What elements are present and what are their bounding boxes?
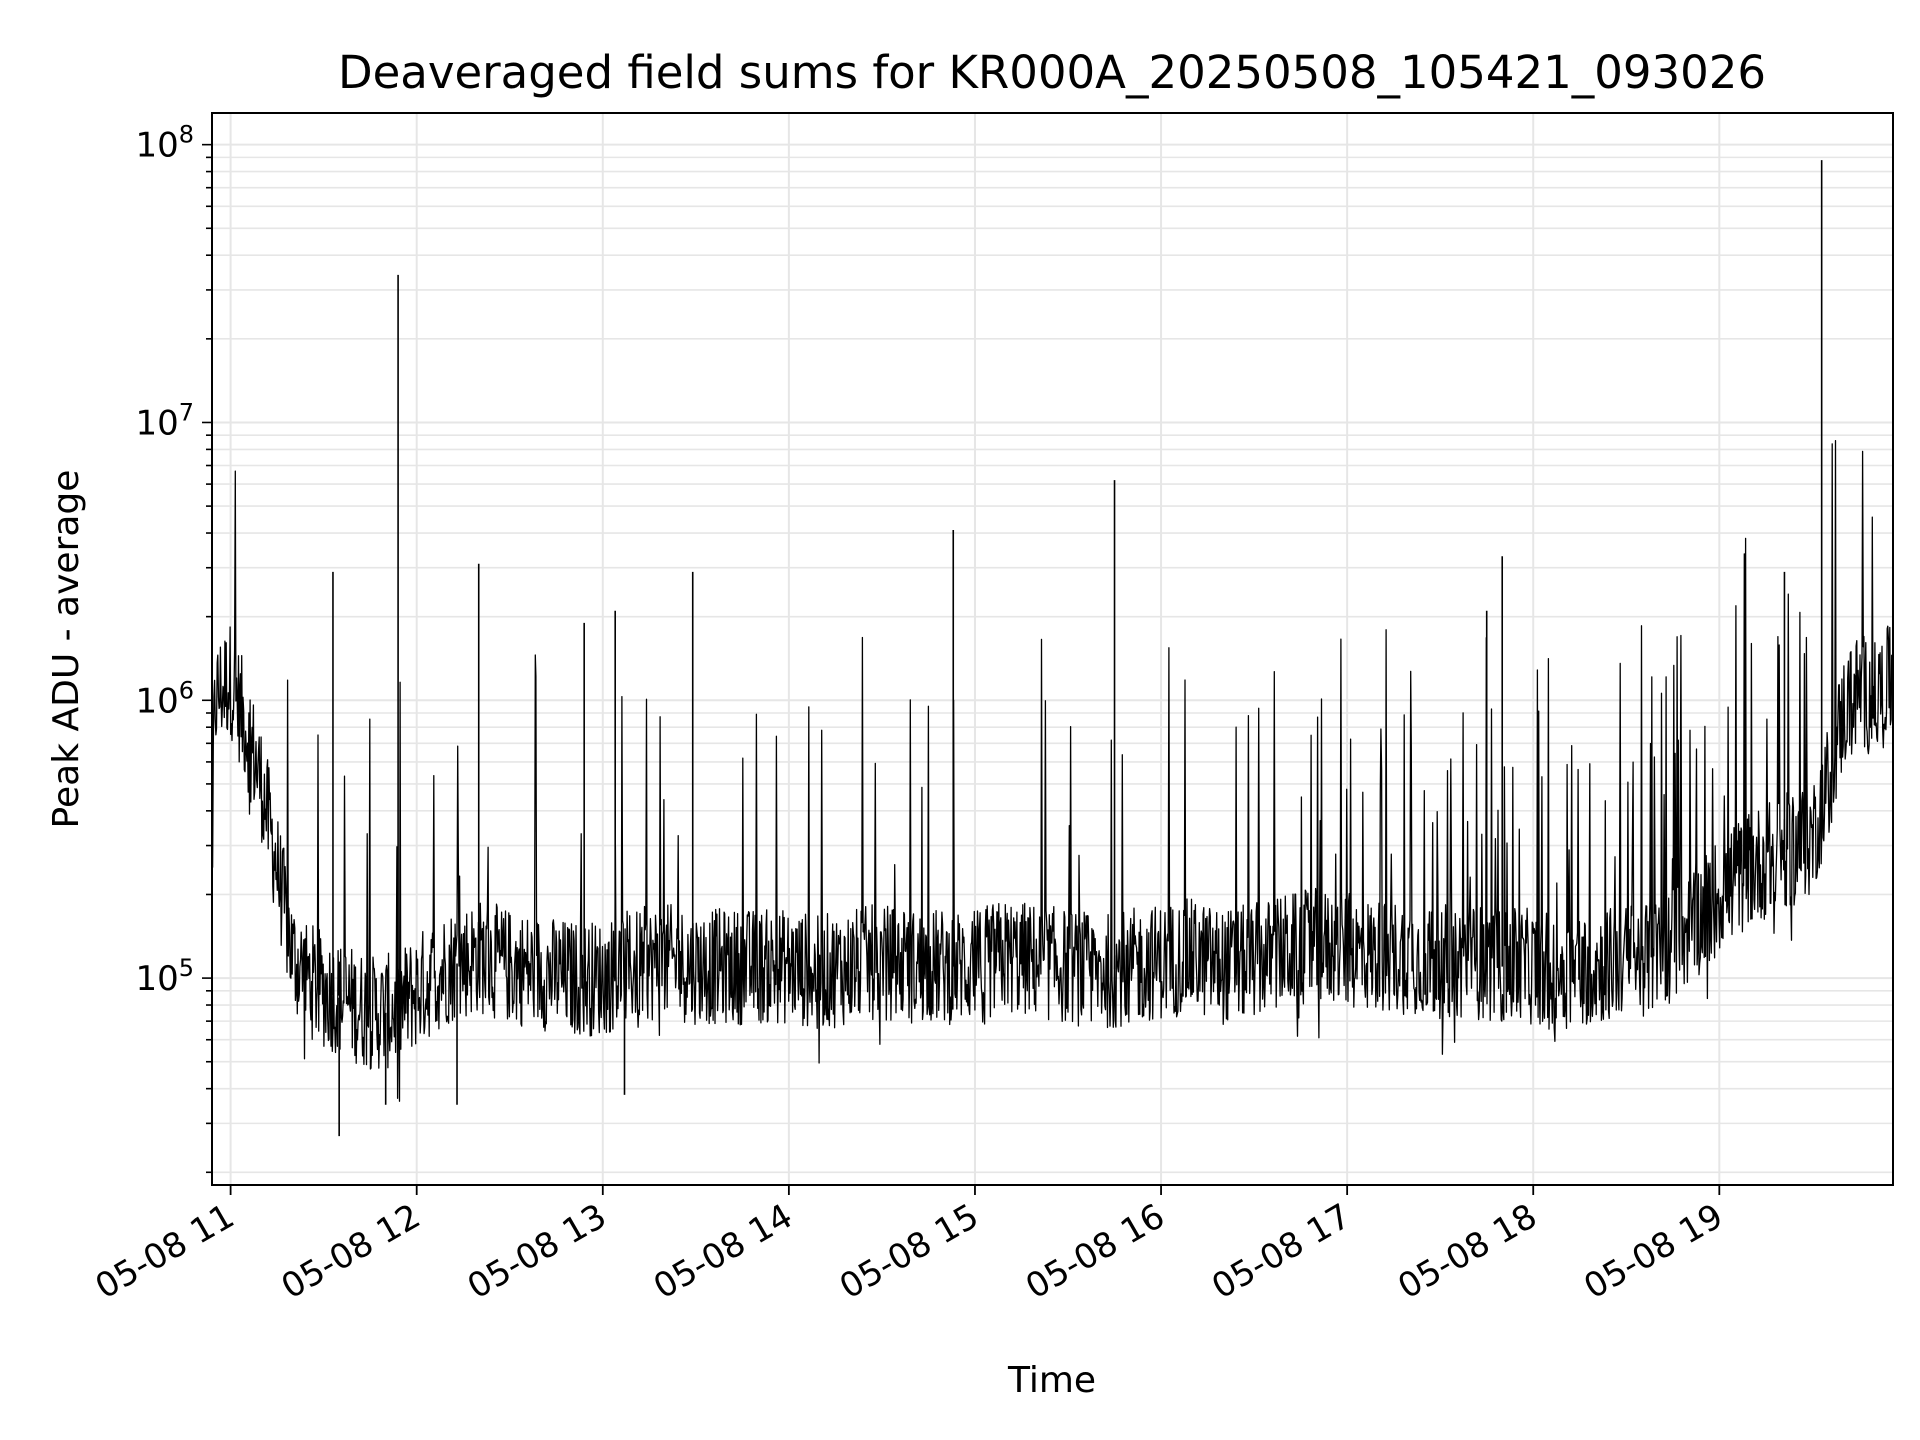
chart-title: Deaveraged field sums for KR000A_2025050… <box>338 46 1766 99</box>
plot-frame <box>211 112 1894 1186</box>
y-tick-label: 107 <box>135 398 194 443</box>
y-axis-label: Peak ADU - average <box>46 470 87 829</box>
y-tick-label: 106 <box>135 676 194 721</box>
series-line <box>211 439 1894 1102</box>
y-tick-label: 105 <box>135 954 194 999</box>
y-tick-label: 108 <box>135 121 194 166</box>
x-axis-label: Time <box>1007 1360 1096 1401</box>
